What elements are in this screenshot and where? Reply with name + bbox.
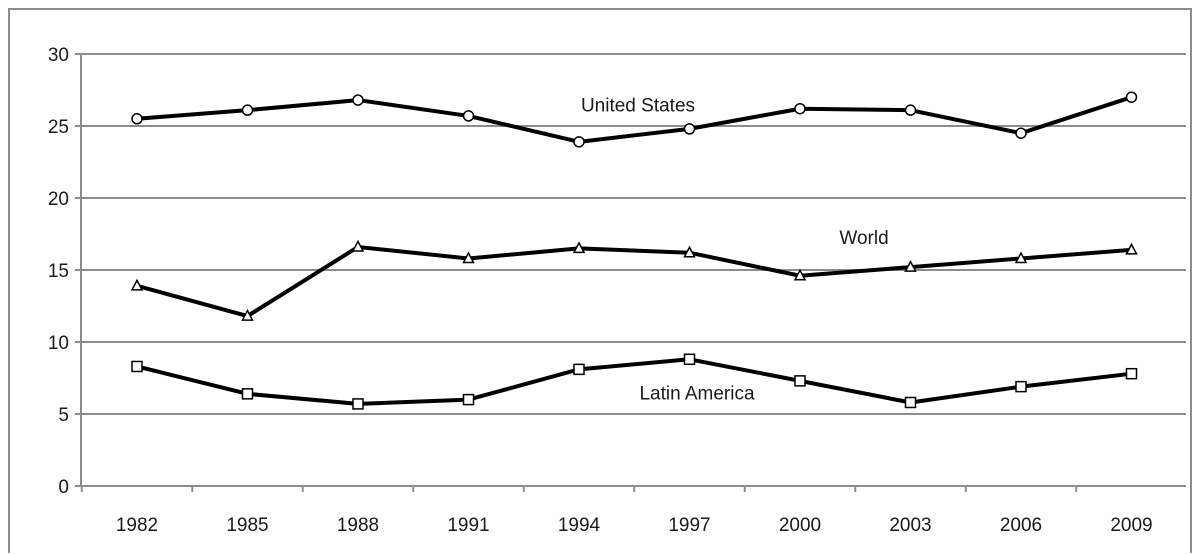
- data-point-united-states: [794, 102, 806, 115]
- x-tick-label: 1997: [668, 515, 710, 536]
- series-label-world: World: [839, 228, 888, 249]
- x-tick-label: 1982: [116, 515, 158, 536]
- data-point-united-states: [1125, 91, 1138, 103]
- x-tick-label: 2009: [1110, 515, 1152, 536]
- y-tick-label: 25: [48, 117, 69, 138]
- x-tick-label: 1994: [558, 515, 601, 536]
- data-point-united-states: [904, 104, 917, 116]
- x-tick-label: 1991: [447, 515, 489, 536]
- series-lines: [136, 95, 1133, 406]
- y-tick-label: 15: [48, 261, 69, 282]
- data-point-united-states: [241, 104, 254, 116]
- y-tick-label: 30: [48, 45, 69, 66]
- y-tick-label: 10: [48, 333, 69, 354]
- y-tick-label: 20: [48, 189, 69, 210]
- series-label-latin-america: Latin America: [639, 384, 755, 405]
- data-point-latin-america: [904, 396, 917, 409]
- gridlines: [81, 53, 1186, 415]
- data-point-united-states: [462, 110, 475, 122]
- data-point-world: [130, 278, 144, 291]
- x-tick-label: 2003: [889, 515, 931, 536]
- data-point-united-states: [1015, 127, 1027, 139]
- data-point-world: [793, 268, 807, 281]
- data-point-united-states: [683, 123, 696, 135]
- y-tick-label: 0: [58, 477, 69, 498]
- data-point-world: [351, 239, 365, 252]
- series-line-world: [136, 244, 1132, 319]
- data-point-world: [1014, 251, 1028, 264]
- data-point-world: [241, 308, 254, 321]
- chart-frame: 0 5 10 15 20 25 30 1982 1985 1988 1991 1994 1997 2000…: [8, 8, 1192, 553]
- x-tick-label: 1985: [226, 515, 268, 536]
- y-tick-label: 5: [58, 405, 69, 426]
- data-point-latin-america: [462, 393, 475, 406]
- data-point-world: [462, 251, 475, 264]
- series-labels: United States World Latin America: [581, 96, 889, 405]
- data-point-world: [1125, 242, 1138, 255]
- data-point-latin-america: [794, 375, 806, 387]
- data-point-latin-america: [1015, 380, 1027, 393]
- data-point-latin-america: [1125, 367, 1138, 380]
- x-tick-label: 2006: [1000, 515, 1042, 536]
- line-chart: 0 5 10 15 20 25 30 1982 1985 1988 1991 1994 1997 2000…: [48, 45, 1186, 536]
- data-point-world: [683, 245, 696, 258]
- data-point-world: [572, 241, 586, 254]
- data-point-united-states: [352, 94, 364, 106]
- series-label-united-states: United States: [581, 96, 695, 117]
- x-tick-label: 1988: [337, 515, 379, 536]
- data-point-world: [904, 260, 917, 272]
- data-point-latin-america: [241, 388, 254, 400]
- data-point-latin-america: [683, 353, 696, 366]
- series-line-united-states: [136, 95, 1133, 144]
- data-point-latin-america: [352, 398, 364, 410]
- series-markers: [130, 91, 1138, 410]
- data-point-united-states: [573, 136, 585, 148]
- series-line-latin-america: [136, 357, 1132, 406]
- x-tick-label: 2000: [779, 515, 821, 536]
- axes: 0 5 10 15 20 25 30 1982 1985 1988 1991 1994 1997 2000…: [48, 45, 1186, 536]
- data-point-latin-america: [131, 360, 143, 373]
- data-point-latin-america: [573, 363, 585, 376]
- data-point-united-states: [131, 113, 143, 125]
